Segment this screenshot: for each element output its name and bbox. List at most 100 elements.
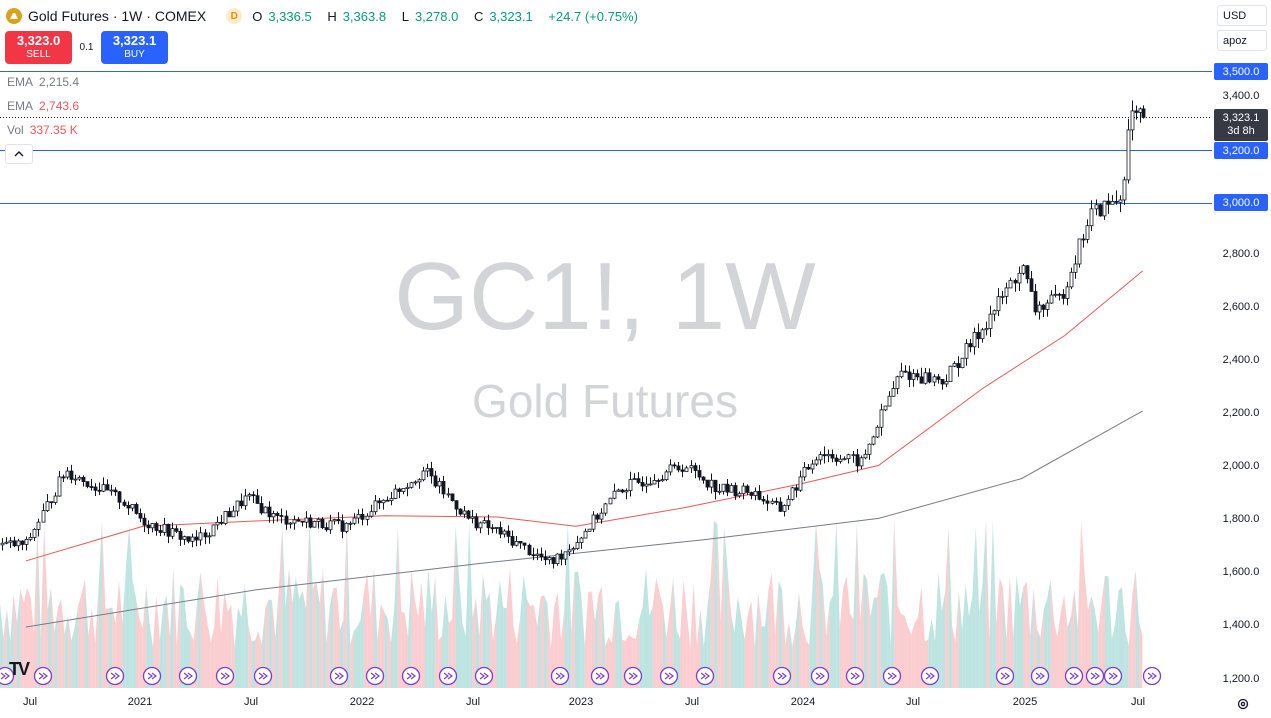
sell-button[interactable]: 3,323.0 SELL bbox=[5, 31, 72, 64]
volume-segment bbox=[71, 626, 75, 688]
volume-segment bbox=[822, 584, 827, 688]
candle-body bbox=[198, 532, 203, 541]
delay-badge[interactable]: D bbox=[226, 8, 243, 24]
candle-body bbox=[510, 536, 515, 546]
volume-segment bbox=[442, 595, 446, 688]
candle-body bbox=[1134, 110, 1139, 113]
candle-body bbox=[871, 436, 876, 445]
volume-segment bbox=[833, 520, 837, 688]
candle-body bbox=[709, 479, 714, 488]
volume-segment bbox=[550, 606, 555, 688]
volume-segment bbox=[1006, 576, 1010, 688]
candle-body bbox=[393, 488, 398, 499]
candle-body bbox=[539, 553, 544, 558]
volume-segment bbox=[493, 614, 497, 688]
event-arrow-icon bbox=[110, 672, 120, 680]
candle-body bbox=[737, 493, 742, 497]
volume-area bbox=[0, 518, 1143, 688]
candle-body bbox=[292, 519, 297, 524]
candle-body bbox=[705, 479, 710, 488]
level-tag-3500[interactable]: 3,500.0 bbox=[1214, 63, 1268, 80]
candle-body bbox=[267, 506, 272, 518]
volume-segment bbox=[618, 600, 623, 688]
volume-segment bbox=[894, 518, 898, 688]
collapse-indicators-button[interactable] bbox=[5, 144, 33, 164]
volume-segment bbox=[639, 606, 643, 688]
candle-body bbox=[178, 530, 183, 540]
volume-segment bbox=[469, 521, 473, 688]
price-axis-label: 2,600.0 bbox=[1222, 301, 1260, 313]
candle-body bbox=[936, 376, 941, 380]
volume-segment bbox=[669, 577, 674, 688]
candle-body bbox=[859, 457, 864, 467]
indicator-volume[interactable]: Vol 337.35 K bbox=[7, 123, 78, 137]
volume-segment bbox=[992, 520, 997, 688]
candle-body bbox=[409, 482, 414, 488]
volume-segment bbox=[557, 592, 561, 688]
volume-segment bbox=[0, 603, 4, 688]
volume-segment bbox=[1009, 576, 1014, 688]
event-arrow-icon bbox=[595, 672, 605, 680]
volume-segment bbox=[1064, 594, 1068, 688]
event-markers[interactable] bbox=[0, 666, 1162, 686]
candle-body bbox=[324, 527, 329, 531]
volume-segment bbox=[1105, 575, 1109, 688]
candle-body bbox=[20, 540, 25, 545]
volume-segment bbox=[231, 604, 235, 688]
candle-body bbox=[288, 522, 293, 525]
symbol-name[interactable]: Gold Futures bbox=[28, 8, 109, 24]
volume-segment bbox=[183, 588, 187, 688]
candle-body bbox=[348, 522, 353, 525]
time-axis-label: 2023 bbox=[568, 696, 594, 708]
price-axis-label: 2,800.0 bbox=[1222, 248, 1260, 260]
volume-segment bbox=[693, 582, 697, 688]
symbol-interval[interactable]: 1W bbox=[121, 8, 143, 24]
volume-segment bbox=[380, 604, 385, 688]
candle-body bbox=[1008, 279, 1013, 289]
scale-mode-selector[interactable]: apoz bbox=[1217, 30, 1267, 51]
volume-segment bbox=[612, 603, 616, 688]
candle-body bbox=[879, 409, 884, 428]
settings-gear-icon[interactable] bbox=[1236, 697, 1250, 711]
event-marker[interactable] bbox=[0, 666, 15, 686]
candle-body bbox=[822, 454, 827, 457]
candle-body bbox=[429, 468, 434, 477]
level-tag-3200[interactable]: 3,200.0 bbox=[1214, 142, 1268, 159]
candle-body bbox=[1069, 271, 1074, 288]
candle-body bbox=[749, 492, 754, 496]
volume-segment bbox=[204, 603, 208, 688]
candle-body bbox=[927, 372, 932, 383]
candle-body bbox=[794, 487, 799, 491]
volume-segment bbox=[547, 603, 551, 688]
candle-body bbox=[470, 516, 475, 519]
candle-body bbox=[575, 542, 580, 549]
buy-price: 3,323.1 bbox=[112, 32, 157, 48]
candle-body bbox=[644, 483, 649, 487]
price-axis-label: 1,200.0 bbox=[1222, 673, 1260, 685]
candle-body bbox=[1106, 200, 1111, 205]
candle-body bbox=[113, 489, 118, 493]
candle-body bbox=[948, 365, 953, 382]
horizontal-levels[interactable] bbox=[0, 71, 1212, 204]
volume-segment bbox=[622, 639, 626, 688]
volume-segment bbox=[754, 591, 759, 688]
volume-segment bbox=[819, 568, 823, 688]
volume-segment bbox=[384, 611, 388, 688]
currency-selector[interactable]: USD bbox=[1217, 5, 1267, 26]
volume-segment bbox=[656, 577, 660, 688]
indicator-ema-slow[interactable]: EMA 2,215.4 bbox=[7, 75, 79, 89]
price-chart-canvas[interactable] bbox=[0, 0, 1212, 690]
candle-body bbox=[389, 498, 394, 501]
buy-button[interactable]: 3,323.1 BUY bbox=[101, 31, 168, 64]
indicator-ema-fast[interactable]: EMA 2,743.6 bbox=[7, 99, 79, 113]
volume-segment bbox=[799, 593, 803, 688]
tradingview-logo[interactable]: TV bbox=[9, 659, 30, 679]
candle-body bbox=[527, 544, 532, 556]
volume-segment bbox=[584, 592, 589, 688]
volume-segment bbox=[278, 526, 283, 688]
volume-segment bbox=[408, 571, 412, 688]
event-arrow-icon bbox=[258, 672, 268, 680]
level-tag-3000[interactable]: 3,000.0 bbox=[1214, 194, 1268, 211]
price-axis-label: 1,800.0 bbox=[1222, 513, 1260, 525]
volume-segment bbox=[673, 577, 677, 688]
